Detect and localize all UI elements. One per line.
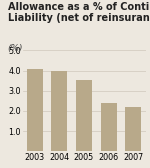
Bar [76, 80, 92, 151]
Bar [101, 103, 117, 151]
Bar [125, 107, 141, 151]
Bar [27, 69, 43, 151]
Text: Allowance as a % of Contingent
Liability (net of reinsurance): Allowance as a % of Contingent Liability… [8, 2, 150, 23]
Bar [51, 71, 67, 151]
Text: (%): (%) [8, 44, 23, 53]
